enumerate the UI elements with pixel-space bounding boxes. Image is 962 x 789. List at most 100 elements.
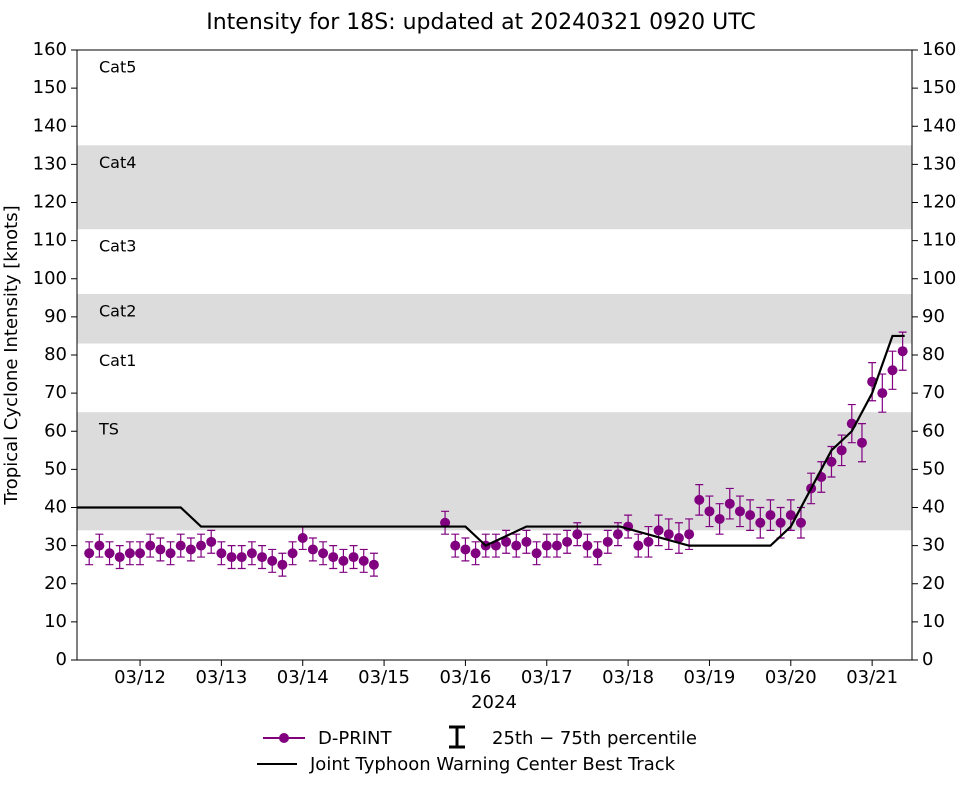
y2-tick-label: 60: [922, 420, 945, 441]
dprint-marker: [368, 559, 379, 570]
dprint-marker: [572, 529, 583, 540]
y-tick-label: 0: [56, 649, 67, 670]
dprint-marker: [887, 365, 898, 376]
intensity-band: [77, 412, 912, 531]
dprint-point: [470, 541, 481, 566]
dprint-point: [490, 533, 501, 558]
dprint-marker: [257, 552, 268, 563]
dprint-point: [592, 541, 603, 566]
dprint-marker: [836, 445, 847, 456]
dprint-point: [206, 529, 217, 554]
y-tick-label: 130: [33, 153, 67, 174]
dprint-point: [368, 552, 379, 577]
x-tick-label: 03/19: [684, 667, 736, 688]
dprint-point: [501, 529, 512, 554]
dprint-marker: [765, 510, 776, 521]
dprint-marker: [307, 544, 318, 555]
dprint-marker: [450, 540, 461, 551]
dprint-point: [877, 373, 888, 413]
dprint-point: [734, 495, 745, 528]
x-tick-label: 03/14: [277, 667, 329, 688]
dprint-point: [277, 552, 288, 577]
y-tick-label: 150: [33, 77, 67, 98]
legend-label: Joint Typhoon Warning Center Best Track: [309, 754, 676, 775]
dprint-marker: [826, 456, 837, 467]
dprint-marker: [592, 548, 603, 559]
dprint-marker: [775, 517, 786, 528]
x-tick-label: 03/16: [439, 667, 491, 688]
legend-marker: [279, 733, 289, 743]
y-tick-label: 70: [44, 382, 67, 403]
y-tick-label: 160: [33, 39, 67, 60]
chart-title: Intensity for 18S: updated at 20240321 0…: [206, 10, 756, 35]
dprint-marker: [582, 540, 593, 551]
y-tick-label: 60: [44, 420, 67, 441]
dprint-marker: [612, 529, 623, 540]
dprint-marker: [470, 548, 481, 559]
dprint-point: [582, 533, 593, 558]
dprint-point: [155, 537, 166, 562]
dprint-point: [633, 533, 644, 558]
dprint-point: [673, 522, 684, 554]
y2-tick-label: 140: [922, 115, 956, 136]
dprint-point: [460, 537, 471, 562]
dprint-marker: [460, 544, 471, 555]
dprint-point: [562, 529, 573, 554]
dprint-point: [897, 331, 908, 371]
y-tick-label: 50: [44, 458, 67, 479]
dprint-marker: [277, 559, 288, 570]
x-tick-label: 03/13: [195, 667, 247, 688]
dprint-point: [358, 548, 369, 573]
dprint-point: [511, 533, 522, 558]
dprint-marker: [104, 548, 115, 559]
dprint-point: [135, 541, 146, 566]
dprint-point: [185, 537, 196, 562]
dprint-marker: [348, 552, 359, 563]
dprint-marker: [206, 536, 217, 547]
dprint-marker: [124, 548, 135, 559]
band-label: Cat4: [99, 153, 136, 172]
dprint-point: [165, 541, 176, 566]
dprint-point: [124, 541, 135, 566]
dprint-point: [836, 434, 847, 467]
dprint-marker: [653, 525, 664, 536]
dprint-point: [663, 518, 674, 551]
y-tick-label: 110: [33, 230, 67, 251]
dprint-point: [887, 350, 898, 390]
intensity-band: [77, 145, 912, 230]
dprint-marker: [877, 388, 888, 399]
y-tick-label: 30: [44, 535, 67, 556]
y2-tick-label: 100: [922, 268, 956, 289]
y2-tick-label: 160: [922, 39, 956, 60]
dprint-marker: [785, 510, 796, 521]
dprint-point: [216, 541, 227, 566]
dprint-marker: [602, 536, 613, 547]
dprint-marker: [297, 533, 308, 543]
y2-tick-label: 150: [922, 77, 956, 98]
dprint-marker: [562, 536, 573, 547]
dprint-marker: [643, 536, 654, 547]
dprint-point: [643, 525, 654, 558]
dprint-marker: [216, 548, 227, 559]
dprint-marker: [165, 548, 176, 559]
y2-tick-label: 30: [922, 535, 945, 556]
dprint-point: [765, 499, 776, 531]
y2-tick-label: 0: [922, 649, 933, 670]
dprint-marker: [724, 498, 735, 509]
dprint-point: [450, 533, 461, 558]
dprint-point: [307, 537, 318, 562]
dprint-point: [440, 510, 451, 535]
dprint-point: [795, 506, 806, 539]
dprint-marker: [633, 540, 644, 551]
dprint-point: [856, 423, 867, 463]
dprint-marker: [897, 346, 908, 357]
y2-tick-label: 50: [922, 458, 945, 479]
y2-tick-label: 80: [922, 344, 945, 365]
dprint-point: [704, 495, 715, 528]
band-label: TS: [98, 420, 119, 439]
legend-label: D-PRINT: [318, 728, 392, 749]
dprint-marker: [684, 529, 695, 540]
dprint-marker: [551, 540, 562, 551]
x-tick-label: 03/21: [846, 667, 898, 688]
